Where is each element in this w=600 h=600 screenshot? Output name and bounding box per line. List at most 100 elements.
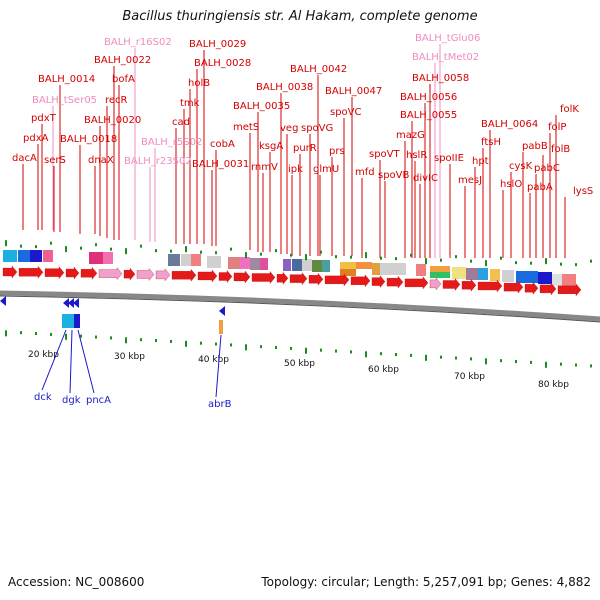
forward-gene-arrow[interactable] [251,271,276,284]
gene-label-pnca[interactable]: pncA [86,395,111,406]
gene-label-mesj[interactable]: mesJ [458,175,482,186]
forward-gene-arrow[interactable] [155,268,171,282]
gene-label-spovt[interactable]: spoVT [369,149,401,160]
forward-gene-arrow[interactable] [80,266,98,280]
forward-gene-arrow[interactable] [276,271,289,285]
forward-gene-arrow[interactable] [44,266,65,280]
gene-label-balh_0042[interactable]: BALH_0042 [290,64,347,75]
gene-label-mazg[interactable]: mazG [396,130,425,141]
forward-gene-arrow[interactable] [524,281,539,295]
gene-label-abrb[interactable]: abrB [208,399,232,410]
forward-gene-arrow[interactable] [171,268,197,282]
gene-label-balh_tglu06[interactable]: BALH_tGlu06 [415,33,480,44]
gene-label-ipk[interactable]: ipk [288,164,303,175]
gene-label-lyss[interactable]: lysS [573,186,593,197]
forward-gene-arrow[interactable] [477,279,503,293]
gene-label-paba[interactable]: pabA [527,182,553,193]
gene-label-rnmv[interactable]: rnmV [251,162,278,173]
reverse-gene-arrow[interactable] [73,298,79,308]
gene-label-ftsh[interactable]: ftsH [481,137,501,148]
reverse-gene-arrow[interactable] [63,298,69,308]
gene-label-hpt[interactable]: hpt [472,156,489,167]
gene-label-coba[interactable]: cobA [210,139,235,150]
forward-gene-arrow[interactable] [308,272,324,286]
forward-gene-arrow[interactable] [539,282,557,296]
gene-label-cysk[interactable]: cysK [509,161,533,172]
gene-label-balh_0064[interactable]: BALH_0064 [481,119,538,130]
gene-label-purr[interactable]: purR [293,143,317,154]
forward-gene-arrow[interactable] [442,278,461,291]
gene-label-hslr[interactable]: hslR [406,150,427,161]
gene-label-prs[interactable]: prs [329,146,345,157]
reverse-gene-arrow[interactable] [68,298,74,308]
gene-label-balh_0047[interactable]: BALH_0047 [325,86,382,97]
forward-gene-arrow[interactable] [324,273,350,287]
gene-label-hslo[interactable]: hslO [500,179,522,190]
gene-label-mets[interactable]: metS [233,122,259,133]
gene-label-balh_0014[interactable]: BALH_0014 [38,74,95,85]
gene-label-balh_0018[interactable]: BALH_0018 [60,134,117,145]
forward-gene-arrow[interactable] [65,266,80,280]
gene-label-pabc[interactable]: pabC [534,163,560,174]
gene-label-balh_0038[interactable]: BALH_0038 [256,82,313,93]
gene-label-balh_0020[interactable]: BALH_0020 [84,115,141,126]
gene-label-pdxa[interactable]: pdxA [23,133,49,144]
gene-label-balh_r16s02[interactable]: BALH_r16S02 [104,37,172,48]
gene-label-balh_0022[interactable]: BALH_0022 [94,55,151,66]
forward-gene-arrow[interactable] [233,270,251,284]
gene-label-balh_0056[interactable]: BALH_0056 [400,92,457,103]
gene-label-balh_tser05[interactable]: BALH_tSer05 [32,95,97,106]
reverse-gene-arrow[interactable] [219,306,225,316]
gene-label-ksga[interactable]: ksgA [259,141,283,152]
gene-label-tmk[interactable]: tmk [180,98,200,109]
gene-label-spovg[interactable]: spoVG [301,123,333,134]
forward-gene-arrow[interactable] [503,280,524,294]
forward-gene-arrow[interactable] [350,274,371,288]
gene-label-daca[interactable]: dacA [12,153,37,164]
forward-gene-arrow[interactable] [404,276,429,290]
gene-label-dgk[interactable]: dgk [62,395,81,406]
reverse-gene-arrow[interactable] [0,296,6,306]
gene-label-veg[interactable]: veg [280,123,298,134]
forward-gene-arrow[interactable] [2,265,18,279]
forward-gene-arrow[interactable] [461,278,477,292]
forward-gene-arrow[interactable] [123,267,136,281]
gene-label-holb[interactable]: holB [188,78,210,89]
gene-label-glmu[interactable]: glmU [313,164,339,175]
gene-label-recr[interactable]: recR [105,95,128,106]
gene-label-bofa[interactable]: bofA [112,74,135,85]
gene-label-balh_0055[interactable]: BALH_0055 [400,110,457,121]
gene-label-balh_r5s02[interactable]: BALH_r5S02 [141,137,202,148]
gene-label-dck[interactable]: dck [34,392,52,403]
gene-label-balh_0031[interactable]: BALH_0031 [192,159,249,170]
gene-label-pabb[interactable]: pabB [522,141,548,152]
gene-label-spoiie[interactable]: spoIIE [434,153,464,164]
forward-gene-arrow[interactable] [218,270,233,283]
gene-label-balh_tmet02[interactable]: BALH_tMet02 [412,52,479,63]
gene-label-balh_r23s02[interactable]: BALH_r23S02 [124,156,192,167]
forward-gene-arrow[interactable] [289,272,308,286]
gene-label-balh_0029[interactable]: BALH_0029 [189,39,246,50]
forward-gene-arrow[interactable] [18,265,44,279]
gene-label-sers[interactable]: serS [44,155,66,166]
gene-label-pdxt[interactable]: pdxT [31,113,57,124]
forward-gene-arrow[interactable] [557,283,582,297]
forward-gene-arrow[interactable] [136,268,155,281]
gene-label-folb[interactable]: folB [551,144,570,155]
gene-label-mfd[interactable]: mfd [355,167,375,178]
gene-label-dnax[interactable]: dnaX [88,155,114,166]
forward-gene-arrow[interactable] [371,275,386,288]
forward-gene-arrow[interactable] [386,275,404,289]
gene-label-folp[interactable]: folP [548,122,566,133]
forward-gene-arrow[interactable] [429,277,442,291]
gene-label-divic[interactable]: divIC [413,173,438,184]
gene-label-spovc[interactable]: spoVC [330,107,362,118]
forward-gene-arrow[interactable] [98,267,123,281]
gene-label-balh_0035[interactable]: BALH_0035 [233,101,290,112]
gene-label-cad[interactable]: cad [172,117,190,128]
forward-gene-arrow[interactable] [197,269,218,283]
gene-label-spovb[interactable]: spoVB [378,170,410,181]
gene-label-balh_0058[interactable]: BALH_0058 [412,73,469,84]
gene-label-folk[interactable]: folK [560,104,579,115]
gene-label-balh_0028[interactable]: BALH_0028 [194,58,251,69]
